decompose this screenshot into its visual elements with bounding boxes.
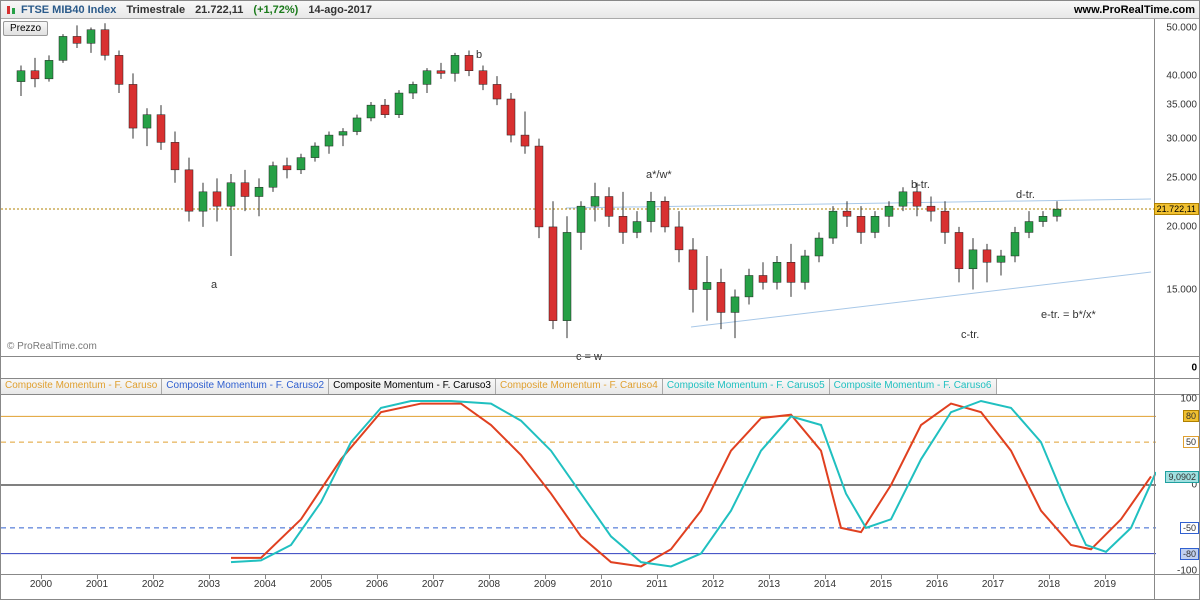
timeframe: Trimestrale [126, 4, 185, 16]
price-chart-panel[interactable]: abc = wa*/w*b-tr.c-tr.d-tr.e-tr. = b*/x*… [1, 19, 1156, 357]
indicator-tab[interactable]: Composite Momentum - F. Caruso [1, 379, 162, 394]
indicator-tabs-axis [1154, 379, 1199, 395]
last-price: 21.722,11 [195, 4, 243, 16]
price-y-axis: 15.00020.00025.00030.00035.00040.00050.0… [1154, 19, 1199, 357]
indicator-tab[interactable]: Composite Momentum - F. Caruso5 [663, 379, 830, 394]
instrument-title: FTSE MIB40 Index [21, 4, 116, 16]
gap-panel [1, 357, 1156, 379]
indicator-tab[interactable]: Composite Momentum - F. Caruso2 [162, 379, 329, 394]
date: 14-ago-2017 [308, 4, 372, 16]
indicator-chart-panel[interactable] [1, 395, 1156, 575]
title-bar: FTSE MIB40 Index Trimestrale 21.722,11 (… [1, 1, 1199, 19]
indicator-y-axis: -100-5005010080509,0902-50-80 [1154, 395, 1199, 575]
site-link[interactable]: www.ProRealTime.com [1074, 4, 1195, 16]
indicator-tab[interactable]: Composite Momentum - F. Caruso6 [830, 379, 997, 394]
indicator-tab[interactable]: Composite Momentum - F. Caruso3 [329, 379, 496, 394]
change-pct: (+1,72%) [253, 4, 298, 16]
time-x-axis: 2000200120022003200420052006200720082009… [1, 575, 1156, 600]
candle-icon [5, 4, 17, 16]
chart-window: FTSE MIB40 Index Trimestrale 21.722,11 (… [0, 0, 1200, 600]
x-axis-right [1154, 575, 1199, 600]
indicator-tabs: Composite Momentum - F. CarusoComposite … [1, 379, 1156, 395]
indicator-tab[interactable]: Composite Momentum - F. Caruso4 [496, 379, 663, 394]
gap-axis: 0 [1154, 357, 1199, 379]
